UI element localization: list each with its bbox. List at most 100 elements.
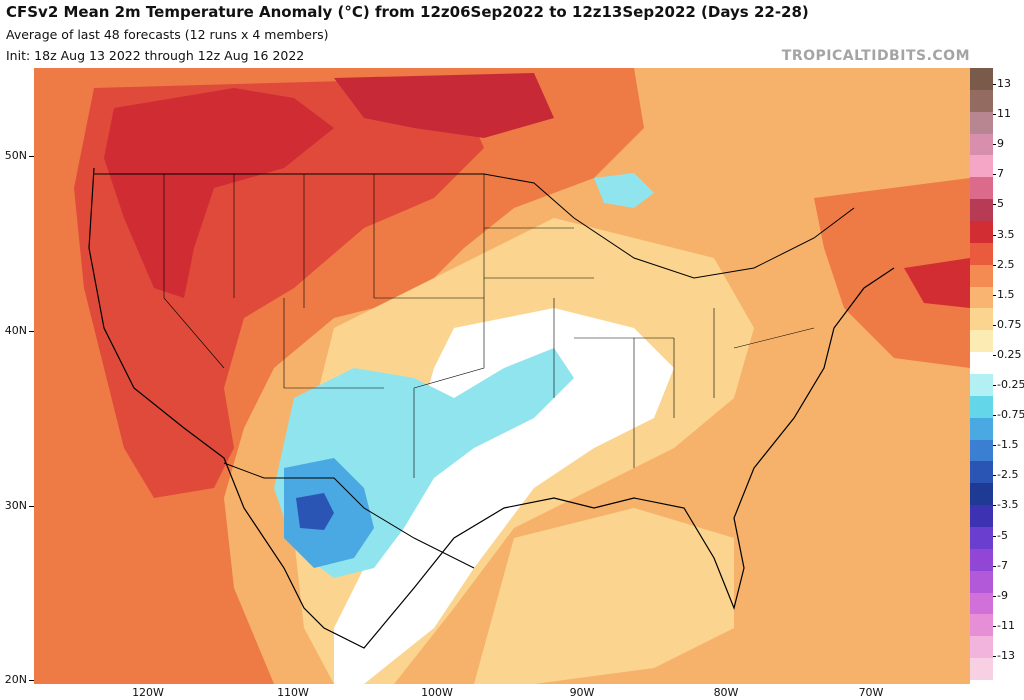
legend-tick	[993, 354, 996, 356]
legend-label: 0.75	[997, 317, 1022, 331]
legend-swatch	[970, 308, 993, 331]
lat-tick	[29, 156, 34, 157]
legend-swatch	[970, 417, 993, 441]
legend-tick	[993, 234, 996, 236]
legend-swatch	[970, 111, 993, 135]
legend-swatch	[970, 527, 993, 550]
state-lines	[163, 174, 815, 478]
legend-label: 11	[997, 107, 1011, 121]
legend-swatch	[970, 242, 993, 266]
lon-label-110w: 110W	[277, 686, 309, 699]
northeast-warm-region	[814, 178, 970, 368]
legend-tick	[993, 294, 996, 296]
legend-label: 2.5	[997, 257, 1015, 271]
legend-tick	[993, 264, 996, 266]
lat-tick	[29, 331, 34, 332]
us-mexico-border	[223, 462, 475, 569]
legend-swatch	[970, 133, 993, 156]
legend-swatch	[970, 374, 993, 397]
legend-tick	[993, 595, 996, 597]
legend-label: -2.5	[997, 468, 1019, 482]
map-title: CFSv2 Mean 2m Temperature Anomaly (°C) f…	[6, 3, 809, 21]
lat-tick	[29, 680, 34, 681]
central-neutral-region	[334, 308, 674, 684]
legend-swatch	[970, 439, 993, 462]
legend-tick	[993, 385, 996, 386]
legend-swatch	[970, 636, 993, 659]
legend-swatch	[970, 461, 993, 484]
lon-label-90w: 90W	[569, 686, 595, 699]
lat-label-20n: 20N	[4, 673, 27, 686]
lon-label-120w: 120W	[132, 686, 164, 699]
legend-label: 1.5	[997, 287, 1015, 301]
lat-label-50n: 50N	[4, 149, 27, 162]
credit-watermark: TROPICALTIDBITS.COM	[781, 48, 970, 64]
legend-label: 7	[997, 167, 1004, 181]
legend-tick	[993, 475, 996, 477]
legend-swatch	[970, 155, 993, 178]
lat-label-40n: 40N	[4, 324, 27, 337]
legend-swatch	[970, 89, 993, 113]
legend-label: 13	[997, 77, 1011, 90]
legend-label: -1.5	[997, 438, 1019, 452]
legend-swatch	[970, 177, 993, 200]
legend-label: -11	[997, 618, 1015, 632]
west-texas-cold-core	[296, 493, 334, 530]
legend-label: -3.5	[997, 498, 1019, 512]
hudson-hot-region	[334, 73, 554, 138]
legend-label: -0.25	[997, 378, 1024, 391]
legend-swatch	[970, 570, 993, 594]
us-canada-border	[94, 173, 855, 279]
legend-tick	[993, 505, 996, 507]
legend-swatch	[970, 352, 993, 375]
legend-label: -7	[997, 558, 1008, 572]
legend-swatch	[970, 658, 993, 681]
gulf-pale-region	[474, 508, 734, 684]
legend-swatch	[970, 221, 993, 244]
northwest-hot-region	[104, 88, 334, 298]
legend-swatch	[970, 395, 993, 419]
lat-label-30n: 30N	[4, 499, 27, 512]
legend-swatch	[970, 592, 993, 615]
legend-swatch	[970, 286, 993, 309]
map-subtitle: Average of last 48 forecasts (12 runs x …	[6, 27, 329, 42]
legend-tick	[993, 535, 996, 537]
great-lakes-cool-spot	[594, 173, 654, 208]
legend-label: 9	[997, 137, 1004, 151]
legend-swatch	[970, 330, 993, 353]
legend-swatch	[970, 199, 993, 222]
legend-tick	[993, 204, 996, 206]
legend-label: 0.25	[997, 347, 1022, 361]
legend-tick	[993, 144, 996, 146]
legend-tick	[993, 445, 996, 447]
lon-label-70w: 70W	[858, 686, 884, 699]
lat-tick	[29, 506, 34, 507]
legend-swatch	[970, 505, 993, 528]
legend-tick	[993, 625, 996, 627]
coastline	[88, 167, 895, 649]
legend-swatch	[970, 68, 993, 91]
lon-label-100w: 100W	[421, 686, 453, 699]
legend-swatch	[970, 264, 993, 288]
legend-swatch	[970, 483, 993, 506]
legend-tick	[993, 655, 996, 657]
legend-tick	[993, 174, 996, 176]
legend-label: 3.5	[997, 227, 1015, 241]
color-legend	[970, 68, 993, 681]
northeast-hot-spot	[904, 258, 970, 308]
legend-tick	[993, 114, 996, 116]
legend-swatch	[970, 614, 993, 637]
legend-tick	[993, 324, 996, 326]
legend-label: 5	[997, 197, 1004, 211]
legend-tick	[993, 84, 996, 85]
legend-label: -13	[997, 648, 1015, 662]
legend-label: -0.75	[997, 408, 1024, 422]
legend-swatch	[970, 548, 993, 572]
init-text: Init: 18z Aug 13 2022 through 12z Aug 16…	[6, 48, 305, 63]
legend-label: -9	[997, 588, 1008, 602]
anomaly-map	[34, 68, 970, 684]
legend-tick	[993, 415, 996, 417]
legend-label: -5	[997, 528, 1008, 542]
legend-tick	[993, 565, 996, 567]
map-svg	[34, 68, 970, 684]
